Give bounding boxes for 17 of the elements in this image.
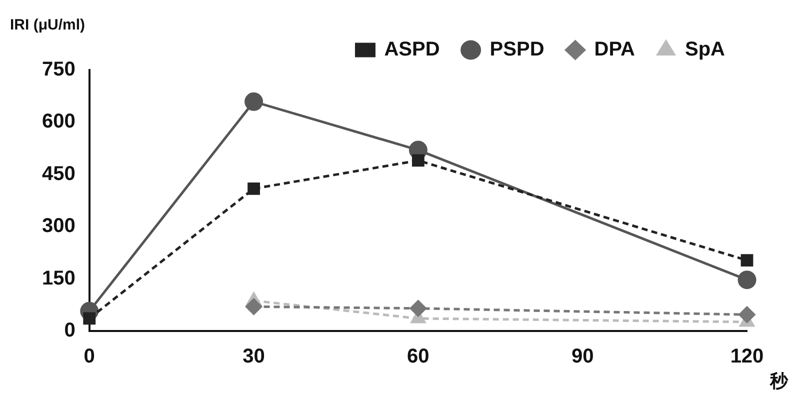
y-tick-label: 300 xyxy=(42,215,76,238)
x-tick-label: 30 xyxy=(242,346,265,368)
x-axis-title: 秒 xyxy=(769,370,789,391)
legend-label: ASPD xyxy=(384,38,440,61)
y-tick-label: 0 xyxy=(64,320,76,342)
y-tick-label: 450 xyxy=(42,162,76,185)
legend-label: DPA xyxy=(594,38,636,61)
y-tick-label: 600 xyxy=(42,110,76,133)
x-tick-label: 90 xyxy=(571,346,594,368)
y-tick-label: 750 xyxy=(42,58,76,81)
x-tick-label: 0 xyxy=(84,346,95,368)
y-axis-title: IRI (μU/ml) xyxy=(10,16,86,34)
legend-label: PSPD xyxy=(490,38,544,61)
y-tick-label: 150 xyxy=(42,267,76,290)
legend-label: SpA xyxy=(685,38,725,61)
x-tick-label: 60 xyxy=(407,346,430,368)
x-tick-label: 120 xyxy=(730,346,764,368)
